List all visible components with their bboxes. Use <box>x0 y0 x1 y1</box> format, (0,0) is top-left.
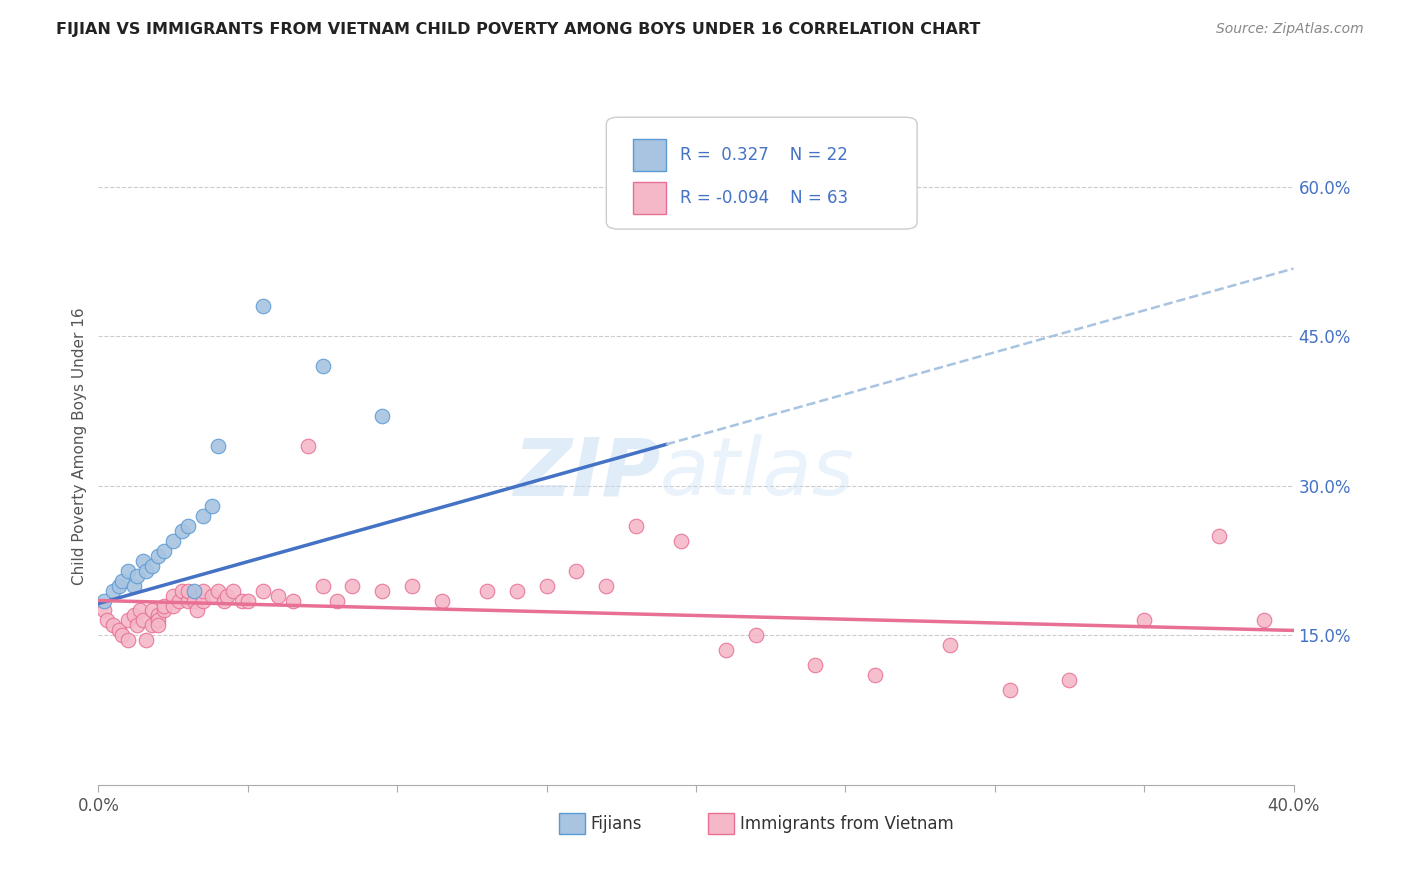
Point <box>207 583 229 598</box>
Point <box>93 593 115 607</box>
Text: atlas: atlas <box>661 434 855 512</box>
Point <box>129 603 152 617</box>
Point <box>111 574 134 588</box>
Point <box>215 589 238 603</box>
Point <box>183 593 205 607</box>
Point <box>371 583 394 598</box>
Point <box>714 643 737 657</box>
Point <box>297 439 319 453</box>
Point <box>141 558 163 573</box>
Point <box>117 564 139 578</box>
Point <box>236 593 259 607</box>
Point <box>172 524 194 538</box>
Text: R =  0.327    N = 22: R = 0.327 N = 22 <box>681 146 848 164</box>
Text: R = -0.094    N = 63: R = -0.094 N = 63 <box>681 189 849 207</box>
Point <box>191 593 214 607</box>
Point <box>124 608 146 623</box>
Text: FIJIAN VS IMMIGRANTS FROM VIETNAM CHILD POVERTY AMONG BOYS UNDER 16 CORRELATION : FIJIAN VS IMMIGRANTS FROM VIETNAM CHILD … <box>56 22 980 37</box>
Y-axis label: Child Poverty Among Boys Under 16: Child Poverty Among Boys Under 16 <box>72 307 87 585</box>
Point <box>626 518 648 533</box>
Point <box>148 614 170 628</box>
Point <box>669 533 692 548</box>
Point <box>117 614 139 628</box>
Point <box>148 608 170 623</box>
Point <box>132 614 155 628</box>
Point <box>401 578 423 592</box>
Point <box>148 618 170 632</box>
Point <box>865 668 887 682</box>
Point <box>207 439 229 453</box>
Text: ZIP: ZIP <box>513 434 661 512</box>
Point <box>162 533 184 548</box>
Point <box>153 603 176 617</box>
Point <box>1059 673 1081 688</box>
Point <box>96 614 118 628</box>
Text: Fijians: Fijians <box>591 814 643 832</box>
Point <box>135 564 157 578</box>
Point <box>326 593 349 607</box>
FancyBboxPatch shape <box>633 139 666 171</box>
Point <box>141 618 163 632</box>
Point <box>311 359 333 374</box>
Point <box>153 543 176 558</box>
Point <box>565 564 588 578</box>
Point <box>172 583 194 598</box>
Point <box>1253 614 1275 628</box>
Point <box>201 589 224 603</box>
Point <box>148 549 170 563</box>
Point <box>127 618 149 632</box>
Point <box>108 578 131 592</box>
Point <box>177 593 200 607</box>
Point <box>201 499 224 513</box>
Point <box>212 593 235 607</box>
Point <box>111 628 134 642</box>
Point <box>804 658 827 673</box>
Point <box>186 603 208 617</box>
Point <box>1208 529 1230 543</box>
Point <box>108 624 131 638</box>
Point <box>745 628 768 642</box>
Point <box>141 603 163 617</box>
Point <box>124 578 146 592</box>
Point <box>177 583 200 598</box>
FancyBboxPatch shape <box>633 182 666 214</box>
Point <box>183 583 205 598</box>
Point <box>153 599 176 613</box>
Point <box>117 633 139 648</box>
Point <box>536 578 558 592</box>
Point <box>162 589 184 603</box>
Point <box>430 593 453 607</box>
Point <box>342 578 364 592</box>
Point <box>595 578 617 592</box>
Point <box>93 603 115 617</box>
Point <box>103 583 125 598</box>
Point <box>939 639 962 653</box>
Text: Source: ZipAtlas.com: Source: ZipAtlas.com <box>1216 22 1364 37</box>
Text: Immigrants from Vietnam: Immigrants from Vietnam <box>740 814 953 832</box>
Point <box>506 583 529 598</box>
Point <box>135 633 157 648</box>
Point <box>127 568 149 582</box>
Point <box>191 508 214 523</box>
Point <box>252 300 274 314</box>
FancyBboxPatch shape <box>558 814 585 834</box>
Point <box>998 683 1021 698</box>
Point <box>281 593 304 607</box>
Point <box>103 618 125 632</box>
FancyBboxPatch shape <box>709 814 734 834</box>
Point <box>231 593 253 607</box>
Point <box>222 583 245 598</box>
Point <box>162 599 184 613</box>
Point <box>371 409 394 423</box>
Point <box>311 578 333 592</box>
Point <box>267 589 290 603</box>
Point <box>1133 614 1156 628</box>
Point <box>132 554 155 568</box>
Point <box>252 583 274 598</box>
Point <box>475 583 498 598</box>
FancyBboxPatch shape <box>606 117 917 229</box>
Point <box>167 593 190 607</box>
Point <box>191 583 214 598</box>
Point <box>177 518 200 533</box>
